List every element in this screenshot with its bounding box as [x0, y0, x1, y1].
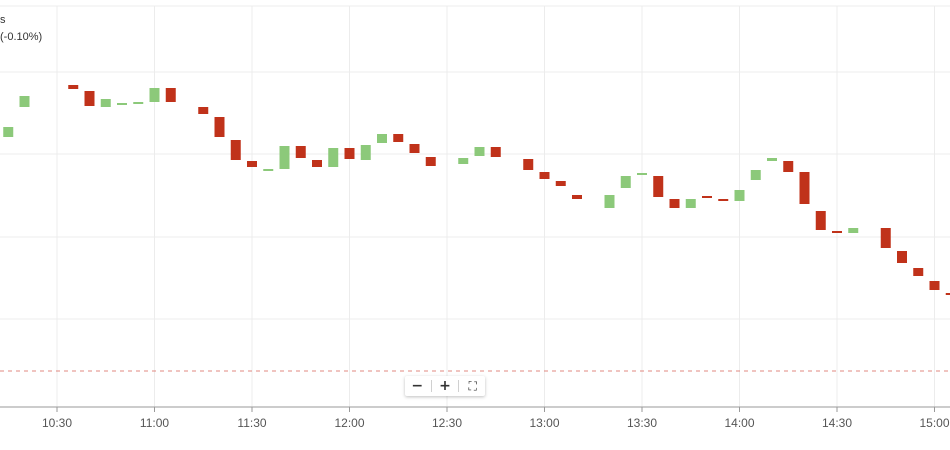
candle-down	[799, 172, 810, 204]
x-tick-label: 12:00	[334, 416, 364, 430]
candles	[3, 85, 950, 295]
candle-up	[750, 170, 761, 180]
candle-down	[555, 181, 566, 186]
candle-up	[360, 145, 371, 160]
x-tick-label: 13:30	[627, 416, 657, 430]
candle-down	[247, 161, 257, 167]
zoom-in-button[interactable]: +	[434, 377, 456, 395]
candle-up	[685, 199, 696, 208]
chart-header: s (-0.10%)	[0, 14, 42, 43]
candle-up	[263, 169, 274, 171]
candle-down	[880, 228, 891, 248]
candle-down	[312, 160, 322, 167]
candle-down	[783, 161, 794, 172]
zoom-divider	[458, 380, 460, 392]
candle-up	[620, 176, 631, 188]
candle-down	[230, 140, 241, 160]
grid	[0, 5, 950, 407]
x-axis: 10:30 11:00 11:30 12:00 12:30 13:00 13:30 14:00…	[0, 406, 950, 430]
candle-down	[68, 85, 79, 89]
candle-down	[929, 281, 940, 290]
candle-up	[848, 228, 859, 233]
candle-up	[117, 103, 127, 105]
x-tick-label: 14:30	[822, 416, 852, 430]
x-tick-label: 12:30	[432, 416, 462, 430]
candle-down	[214, 117, 225, 137]
candle-up	[19, 96, 30, 107]
candle-down	[832, 231, 842, 233]
candle-down	[165, 88, 176, 102]
zoom-out-button[interactable]: −	[406, 377, 428, 395]
candle-up	[604, 195, 615, 208]
candle-up	[637, 173, 647, 175]
candle-down	[198, 107, 209, 114]
fullscreen-button[interactable]: ⛶	[462, 377, 484, 395]
candle-up	[328, 148, 339, 167]
minus-icon: −	[411, 378, 424, 394]
header-title-fragment: s	[0, 14, 6, 26]
header-change: (-0.10%)	[0, 31, 42, 43]
candle-down	[523, 159, 534, 170]
candle-down	[897, 251, 907, 263]
candle-down	[539, 172, 550, 179]
candle-down	[718, 199, 729, 201]
candle-down	[669, 199, 680, 208]
candle-up	[149, 88, 160, 102]
zoom-controls: − + ⛶	[405, 376, 485, 396]
x-tick-label: 11:30	[237, 416, 266, 430]
candle-up	[458, 158, 469, 164]
candle-down	[815, 211, 826, 230]
x-tick-label: 14:00	[724, 416, 754, 430]
x-tick-label: 10:30	[42, 416, 72, 430]
candle-up	[133, 102, 144, 104]
candle-down	[295, 146, 306, 158]
candle-down	[425, 157, 436, 166]
candle-down	[409, 144, 420, 153]
fullscreen-icon: ⛶	[468, 378, 477, 393]
candle-down	[702, 196, 712, 198]
candle-up	[279, 146, 290, 169]
candle-down	[344, 148, 355, 159]
candle-down	[84, 91, 95, 106]
candle-down	[490, 147, 501, 157]
x-tick-label: 11:00	[140, 416, 169, 430]
candle-down	[572, 195, 582, 199]
x-tick-label: 15:00	[919, 416, 949, 430]
candle-down	[913, 268, 924, 276]
candle-up	[474, 147, 485, 156]
plus-icon: +	[439, 378, 451, 394]
candle-up	[3, 127, 14, 137]
candle-up	[734, 190, 745, 201]
candle-up	[767, 158, 777, 161]
zoom-divider	[430, 380, 432, 392]
candle-up	[377, 134, 387, 143]
x-tick-label: 13:00	[529, 416, 559, 430]
candle-down	[945, 293, 950, 295]
candle-down	[653, 176, 664, 197]
candle-down	[393, 134, 404, 142]
candle-up	[100, 99, 111, 107]
